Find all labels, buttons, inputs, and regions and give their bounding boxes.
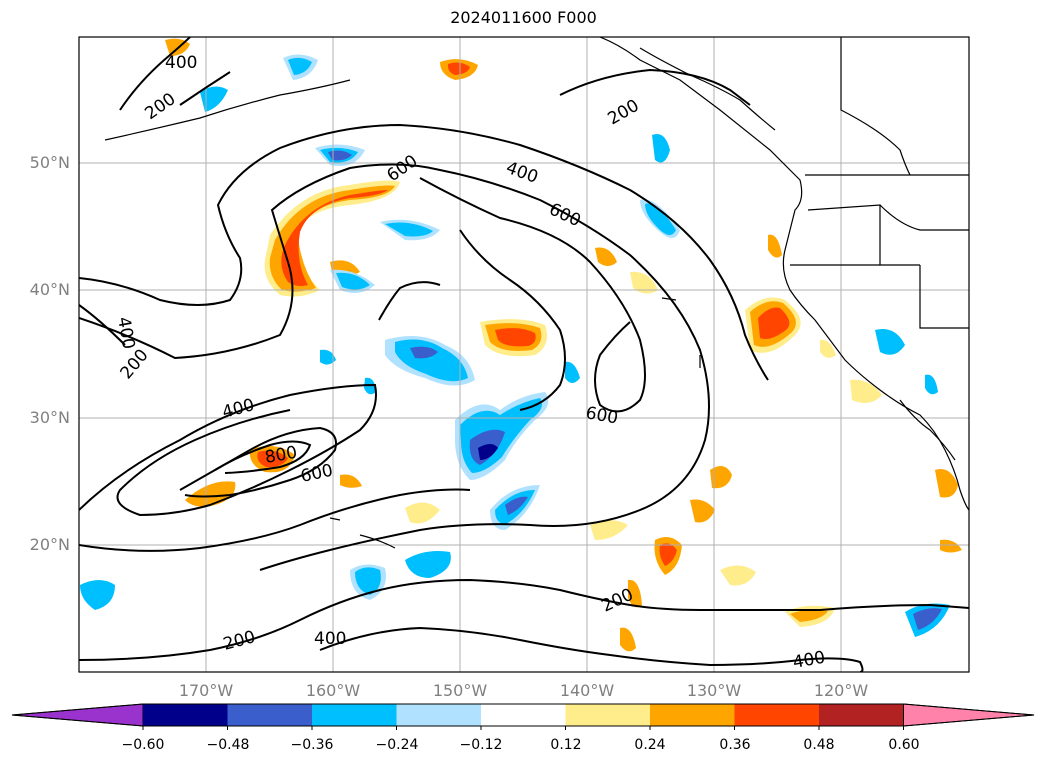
colorbar-label: 0.24	[634, 737, 666, 753]
colorbar-label: −0.12	[459, 737, 503, 753]
colorbar-segment	[396, 704, 481, 726]
graticule	[79, 37, 969, 672]
colorbar-segment	[565, 704, 650, 726]
lon-label-160w: 160°W	[305, 681, 361, 700]
colorbar-label: −0.24	[375, 737, 419, 753]
contour-label: 400	[314, 629, 346, 649]
colorbar-label: 0.48	[803, 737, 835, 753]
colorbar-label: −0.36	[290, 737, 334, 753]
colorbar-segment	[481, 704, 566, 726]
colorbar-segment	[650, 704, 735, 726]
colorbar-segment	[227, 704, 312, 726]
lon-label-170w: 170°W	[178, 681, 234, 700]
colorbar-label: −0.48	[206, 737, 250, 753]
lat-label-50n: 50°N	[29, 153, 70, 172]
contour-label: 400	[791, 648, 826, 673]
map-frame	[78, 36, 970, 673]
lon-label-130w: 130°W	[686, 681, 742, 700]
shaded-positive-regions	[165, 38, 962, 652]
contour-lines	[79, 37, 969, 672]
lat-label-40n: 40°N	[29, 280, 70, 299]
colorbar-segment	[734, 704, 819, 726]
colorbar-extend-low	[11, 703, 144, 727]
lat-label-20n: 20°N	[29, 535, 70, 554]
colorbar-segment	[143, 704, 228, 726]
coastlines	[104, 37, 969, 549]
contour-label: 400	[165, 53, 197, 73]
colorbar-label: 0.12	[550, 737, 582, 753]
colorbar-segment	[312, 704, 397, 726]
shaded-negative-regions	[80, 54, 950, 637]
colorbar-label: 0.60	[888, 737, 920, 753]
lon-label-150w: 150°W	[432, 681, 488, 700]
colorbar-segment	[819, 704, 904, 726]
colorbar-label: −0.60	[121, 737, 165, 753]
lat-label-30n: 30°N	[29, 408, 70, 427]
colorbar-extend-high	[903, 703, 1035, 727]
colorbar-label: 0.36	[719, 737, 751, 753]
lon-label-140w: 140°W	[559, 681, 615, 700]
colorbar	[11, 703, 1035, 730]
map-title: 2024011600 F000	[450, 8, 597, 27]
lon-label-120w: 120°W	[813, 681, 869, 700]
